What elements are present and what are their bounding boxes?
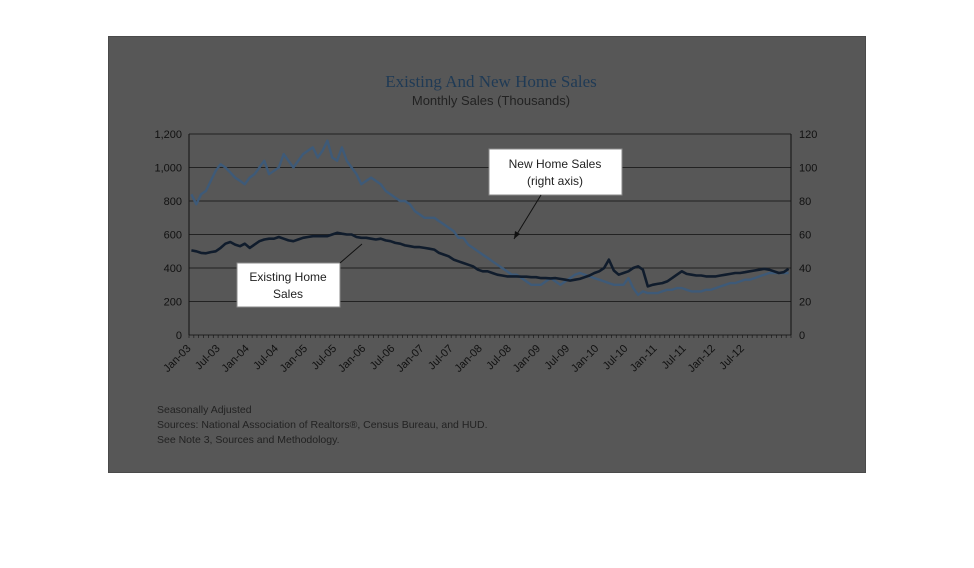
y-right-tick-label: 0	[799, 330, 805, 342]
x-tick-label: Jul-08	[484, 343, 514, 373]
y-right-tick-label: 60	[799, 230, 811, 242]
y-left-tick-label: 1,200	[154, 129, 182, 141]
series-line-existing-home-sales	[191, 231, 790, 288]
chart-notes: Seasonally Adjusted Sources: National As…	[157, 404, 487, 446]
y-left-tick-label: 800	[164, 196, 182, 208]
x-tick-label: Jan-09	[511, 343, 543, 375]
note-methodology: See Note 3, Sources and Methodology.	[157, 434, 340, 446]
x-tick-label: Jan-05	[278, 343, 310, 375]
y-right-tick-label: 20	[799, 297, 811, 309]
x-tick-label: Jan-06	[336, 343, 368, 375]
annotation-line-2: (right axis)	[527, 174, 583, 188]
note-seasonally-adjusted: Seasonally Adjusted	[157, 404, 252, 416]
chart-title: Existing And New Home Sales	[385, 72, 597, 91]
x-tick-label: Jan-08	[453, 343, 485, 375]
x-tick-label: Jul-09	[543, 343, 573, 373]
annotation-box	[236, 262, 341, 308]
annotation-new-home-sales: New Home Sales (right axis)	[488, 148, 623, 240]
x-tick-label: Jan-10	[569, 343, 601, 375]
chart-panel: Existing And New Home Sales Monthly Sale…	[108, 36, 866, 473]
x-tick-label: Jan-03	[161, 343, 193, 375]
x-tick-label: Jul-10	[601, 343, 631, 373]
axes: 0 0 200 20 400 40 600 60 800 80 1,000 100 1,200 120 Ja…	[154, 129, 817, 375]
x-tick-label: Jul-06	[368, 343, 398, 373]
series-lines	[190, 139, 790, 296]
annotation-arrow	[339, 243, 363, 264]
x-tick-label: Jan-11	[628, 343, 660, 375]
annotation-arrow	[513, 194, 542, 240]
y-right-tick-label: 100	[799, 163, 817, 175]
x-tick-label: Jan-04	[220, 343, 252, 375]
x-tick-label: Jul-07	[426, 343, 456, 373]
y-left-tick-label: 400	[164, 263, 182, 275]
annotation-existing-home-sales: Existing Home Sales	[236, 243, 363, 308]
y-left-tick-label: 1,000	[154, 163, 182, 175]
x-tick-label: Jul-04	[251, 343, 281, 373]
series-line-new-home-sales	[190, 139, 789, 296]
annotation-line-1: Existing Home	[249, 270, 327, 284]
annotation-arrowhead	[514, 231, 520, 239]
x-tick-label: Jan-07	[394, 343, 426, 375]
annotation-line-1: New Home Sales	[509, 157, 602, 171]
y-left-tick-label: 200	[164, 297, 182, 309]
y-right-tick-label: 40	[799, 263, 811, 275]
x-tick-label: Jan-12	[686, 343, 718, 375]
y-right-tick-label: 80	[799, 196, 811, 208]
x-tick-label: Jul-03	[193, 343, 223, 373]
x-tick-label: Jul-12	[717, 343, 747, 373]
x-tick-label: Jul-11	[660, 343, 689, 372]
annotation-box	[488, 148, 623, 196]
y-left-tick-label: 0	[176, 330, 182, 342]
annotation-line-2: Sales	[273, 287, 303, 301]
y-left-tick-label: 600	[164, 230, 182, 242]
y-right-tick-label: 120	[799, 129, 817, 141]
note-sources: Sources: National Association of Realtor…	[157, 419, 487, 431]
chart-svg: Existing And New Home Sales Monthly Sale…	[154, 72, 817, 446]
chart-subtitle: Monthly Sales (Thousands)	[412, 93, 570, 108]
x-tick-label: Jul-05	[310, 343, 340, 373]
